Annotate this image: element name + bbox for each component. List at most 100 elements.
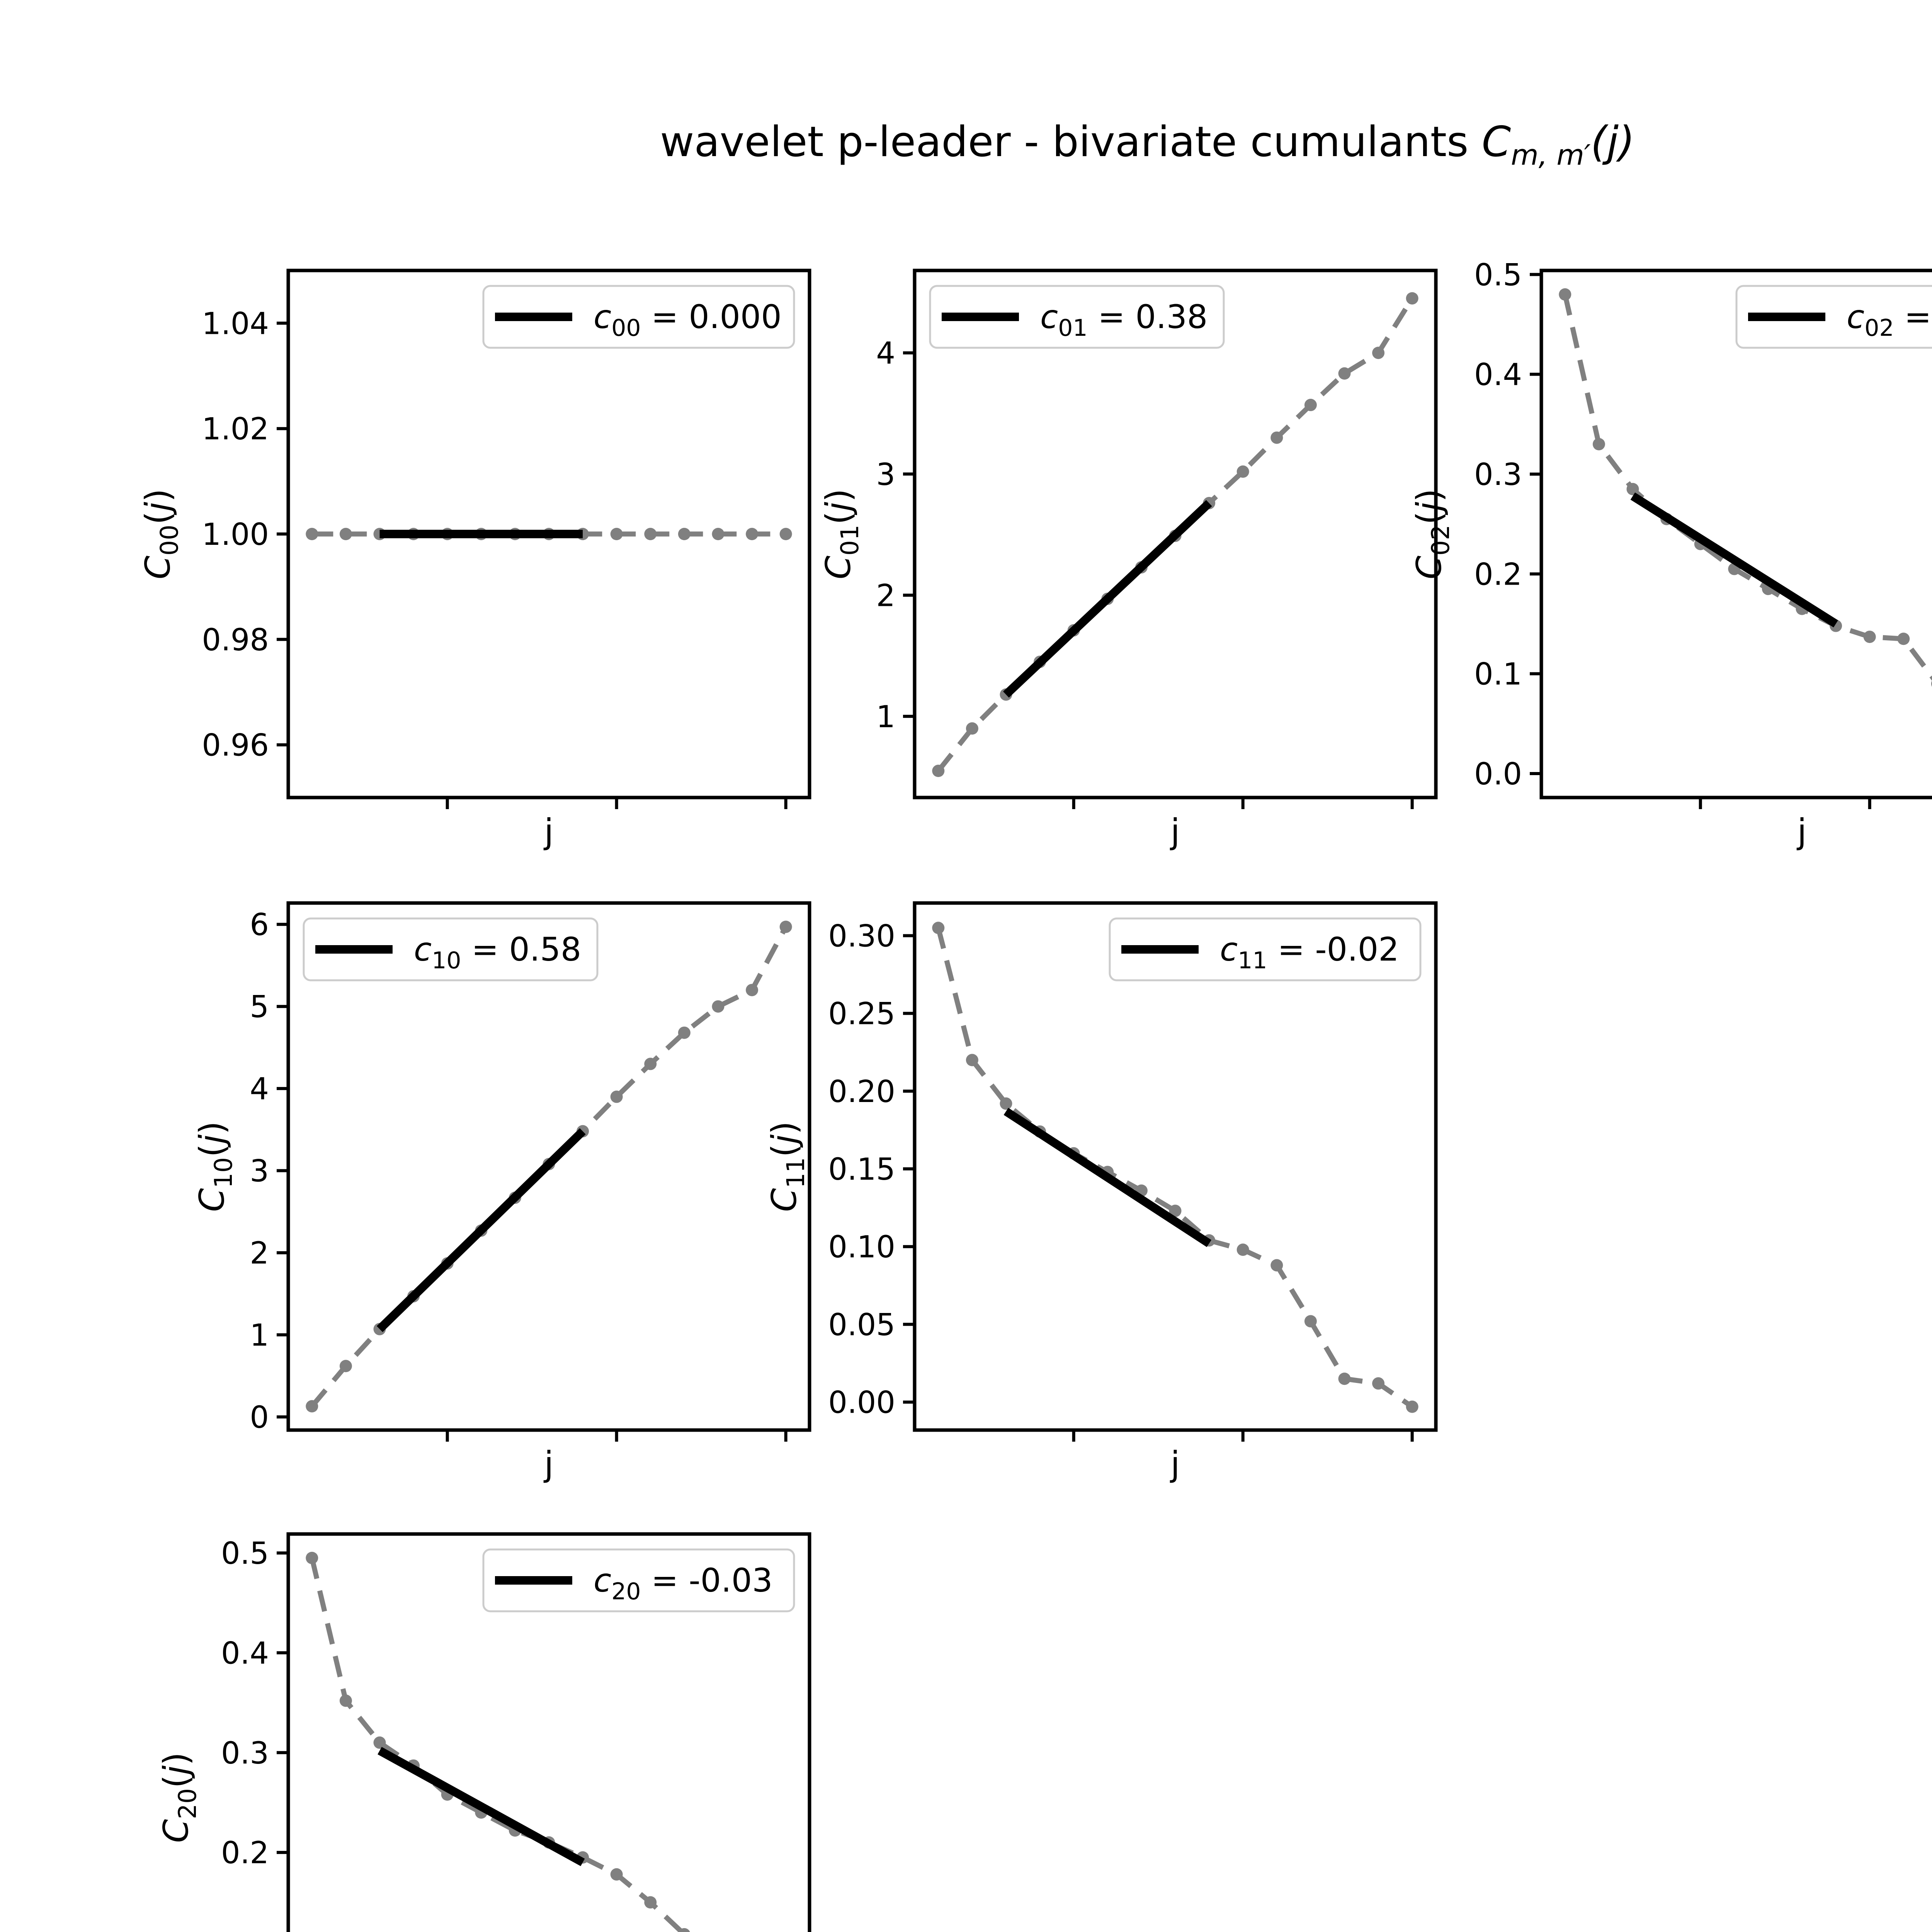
- y-tick-label: 0.2: [221, 1836, 269, 1871]
- data-point-marker: [1592, 438, 1605, 451]
- y-tick-label: 2: [876, 578, 895, 613]
- subplot-c11: 0.00 0.05 0.10 0.15 0.20 0.25 0.30 j C11(j) c11 =…: [764, 901, 1438, 1484]
- data-point-marker: [1406, 292, 1418, 305]
- data-point-marker: [339, 1360, 352, 1372]
- data-point-marker: [779, 528, 792, 540]
- axes-frame: [286, 901, 811, 1432]
- y-tick-label: 1.04: [202, 306, 269, 341]
- data-point-marker: [1626, 483, 1639, 495]
- y-tick-label: 3: [876, 457, 895, 492]
- y-tick-label: 0.5: [221, 1536, 269, 1571]
- data-point-marker: [373, 1736, 386, 1749]
- y-tick-label: 0.10: [828, 1230, 895, 1265]
- y-tick-label: 1: [876, 700, 895, 735]
- y-tick-label: 0.2: [1474, 557, 1522, 592]
- data-point-marker: [779, 920, 792, 933]
- data-point-marker: [966, 722, 978, 735]
- x-axis-label: j: [1170, 811, 1180, 851]
- legend-box: [482, 1548, 795, 1612]
- y-axis-label: C02(j): [1409, 489, 1455, 580]
- data-point-marker: [1236, 1243, 1249, 1256]
- fit-line-c11: [1003, 1107, 1212, 1247]
- series-line-c20: [309, 1557, 686, 1932]
- data-point-marker: [712, 1000, 724, 1013]
- legend-box: [1109, 917, 1422, 981]
- data-point-marker: [678, 528, 690, 540]
- data-point-marker: [966, 1054, 978, 1066]
- data-point-marker: [610, 528, 623, 540]
- data-point-marker: [1863, 631, 1876, 643]
- data-point-marker: [306, 1400, 318, 1413]
- y-tick-label: 0.15: [828, 1152, 895, 1187]
- y-tick-label: 0.30: [828, 919, 895, 954]
- y-tick-label: 0.98: [202, 623, 269, 658]
- figure-title: wavelet p-leader - bivariate cumulants C…: [0, 116, 1932, 170]
- y-tick-label: 0.96: [202, 728, 269, 763]
- data-point-marker: [746, 984, 759, 997]
- data-point-marker: [1270, 1259, 1283, 1272]
- legend-label: c00 = 0.000: [594, 298, 782, 342]
- title-math-var: C: [1481, 118, 1511, 166]
- fit-line-c20: [378, 1747, 585, 1866]
- data-point-marker: [1236, 465, 1249, 478]
- y-axis-label: C20(j): [156, 1752, 202, 1843]
- data-point-marker: [644, 1058, 657, 1070]
- axes-frame: [1539, 269, 1932, 799]
- y-tick-label: 6: [250, 908, 269, 942]
- y-tick-label: 0.4: [1474, 358, 1522, 393]
- legend-label: c02 = -0.03: [1847, 298, 1932, 342]
- fit-line-c10: [376, 1128, 586, 1332]
- x-axis-label: j: [543, 1444, 553, 1484]
- y-tick-label: 4: [876, 336, 895, 371]
- y-tick-label: 1.02: [202, 412, 269, 447]
- data-point-marker: [932, 922, 945, 934]
- data-point-marker: [306, 528, 318, 540]
- series-line-c11: [936, 927, 1414, 1409]
- data-point-marker: [932, 765, 945, 777]
- data-point-marker: [746, 528, 759, 540]
- y-tick-label: 0.20: [828, 1075, 895, 1109]
- data-point-marker: [339, 528, 352, 540]
- legend-box: [303, 917, 599, 981]
- y-tick-label: 0.05: [828, 1308, 895, 1342]
- x-axis-label: j: [1796, 811, 1806, 851]
- x-axis-label: j: [1170, 1444, 1180, 1484]
- data-point-marker: [1406, 1400, 1418, 1413]
- data-point-marker: [1338, 367, 1351, 380]
- data-point-marker: [679, 1928, 690, 1932]
- title-math-args: (j): [1590, 118, 1635, 166]
- y-axis-label: C11(j): [764, 1121, 810, 1212]
- data-point-marker: [1304, 1315, 1317, 1328]
- legend-box: [1735, 285, 1932, 349]
- axes-frame: [913, 901, 1438, 1432]
- data-point-marker: [1559, 288, 1571, 301]
- fit-line-c02: [1630, 492, 1838, 628]
- data-point-marker: [1304, 399, 1317, 412]
- y-tick-label: 0.0: [1474, 757, 1522, 792]
- y-axis-label: C00(j): [138, 489, 184, 580]
- y-tick-label: 1.00: [202, 517, 269, 552]
- data-point-marker: [306, 1552, 318, 1564]
- data-point-marker: [644, 528, 657, 540]
- legend-box: [482, 285, 795, 349]
- data-point-marker: [1931, 680, 1932, 687]
- data-point-marker: [644, 1896, 657, 1909]
- legend-label: c01 = 0.38: [1040, 298, 1208, 342]
- y-tick-label: 0: [250, 1400, 269, 1435]
- legend-label: c20 = -0.03: [594, 1561, 773, 1605]
- subplot-c02: 0.0 0.1 0.2 0.3 0.4 0.5 j C02(j) c02 = -0.03: [1409, 258, 1932, 851]
- y-tick-label: 0.5: [1474, 258, 1522, 293]
- y-tick-label: 5: [250, 990, 269, 1025]
- data-point-marker: [1000, 1097, 1012, 1110]
- y-axis-label: C01(j): [818, 489, 864, 580]
- y-tick-label: 0.1: [1474, 657, 1522, 692]
- data-point-marker: [712, 528, 724, 540]
- title-text: wavelet p-leader - bivariate cumulants: [660, 118, 1482, 166]
- y-tick-label: 1: [250, 1318, 269, 1353]
- series-line-c02: [1562, 294, 1932, 681]
- y-tick-label: 2: [250, 1236, 269, 1271]
- data-point-marker: [610, 1090, 623, 1103]
- fit-line-c01: [1003, 500, 1212, 698]
- y-tick-label: 0.3: [1474, 457, 1522, 492]
- y-tick-label: 4: [250, 1072, 269, 1107]
